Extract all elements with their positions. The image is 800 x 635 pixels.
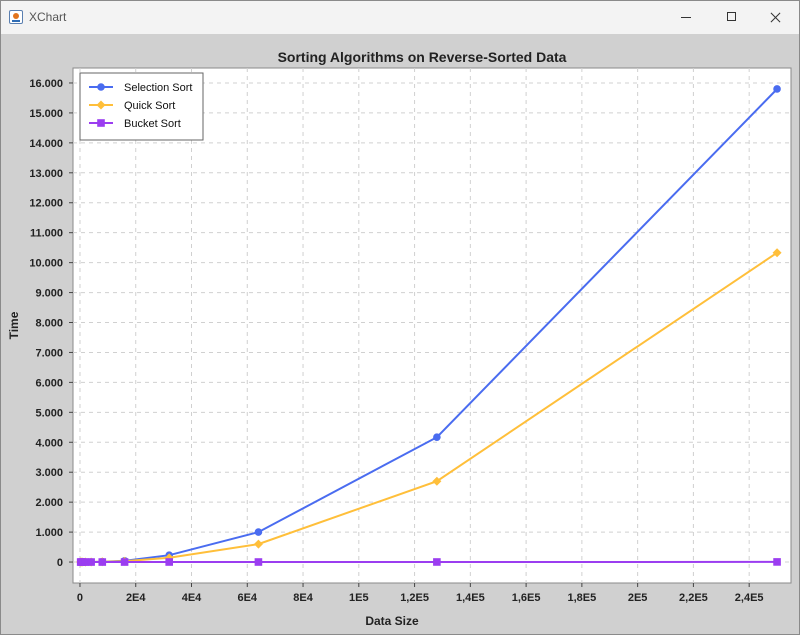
window-title: XChart [29,10,67,24]
plot-area [72,67,792,584]
data-point [120,558,129,566]
y-tick-label: 1.000 [35,527,63,539]
data-point [97,83,105,91]
x-tick-label: 2E4 [126,592,146,604]
y-tick-label: 16.000 [29,78,63,90]
y-axis-title: Time [7,311,21,339]
y-tick-label: 2.000 [35,497,63,509]
maximize-button[interactable] [709,1,755,34]
x-tick-label: 1,6E5 [512,592,541,604]
data-point [97,119,105,127]
title-bar[interactable]: XChart [1,1,799,34]
grid [73,68,791,583]
y-tick-label: 12.000 [29,198,63,210]
legend-item: Quick Sort [89,100,175,112]
x-tick-label: 1,4E5 [456,592,485,604]
legend-item: Selection Sort [89,82,192,94]
legend-item: Bucket Sort [89,118,181,130]
data-point [96,100,106,110]
data-point [773,558,781,566]
legend-label: Bucket Sort [124,118,181,130]
data-point [433,558,441,566]
chart-title: Sorting Algorithms on Reverse-Sorted Dat… [278,49,567,65]
y-tick-label: 14.000 [29,138,63,150]
legend-label: Quick Sort [124,100,175,112]
data-point [772,248,782,258]
data-point [98,558,107,566]
x-tick-label: 2E5 [628,592,648,604]
legend-label: Selection Sort [124,82,192,94]
minimize-button[interactable] [663,1,709,34]
close-button[interactable] [753,1,799,34]
data-point [165,558,173,566]
data-point [253,539,263,549]
y-tick-label: 8.000 [35,318,63,330]
x-tick-label: 2,4E5 [735,592,764,604]
y-tick-label: 4.000 [35,437,63,449]
y-tick-label: 10.000 [29,258,63,270]
x-tick-label: 0 [77,592,83,604]
x-tick-label: 2,2E5 [679,592,708,604]
x-tick-label: 1E5 [349,592,369,604]
data-point [432,476,442,486]
series-bucket-sort [76,558,781,566]
data-point [773,85,781,93]
legend: Selection Sort Quick Sort Bucket Sort [79,72,204,141]
x-axis-title: Data Size [365,614,419,628]
y-tick-label: 15.000 [29,108,63,120]
chart: Sorting Algorithms on Reverse-Sorted Dat… [7,49,792,628]
x-tick-label: 8E4 [293,592,313,604]
y-tick-label: 5.000 [35,407,63,419]
y-tick-label: 6.000 [35,377,63,389]
java-app-icon [9,10,23,24]
data-point [254,528,263,536]
data-point [254,558,263,566]
data-point [81,558,90,566]
x-tick-label: 1,8E5 [567,592,596,604]
x-tick-label: 6E4 [237,592,257,604]
x-tick-label: 1,2E5 [400,592,429,604]
data-point [87,558,95,566]
y-tick-label: 9.000 [35,288,63,300]
y-tick-label: 0 [57,557,63,569]
x-tick-label: 4E4 [182,592,202,604]
y-tick-label: 13.000 [29,168,63,180]
y-tick-label: 11.000 [30,228,63,240]
y-tick-label: 3.000 [35,467,63,479]
data-point [433,433,441,441]
y-tick-label: 7.000 [35,347,63,359]
